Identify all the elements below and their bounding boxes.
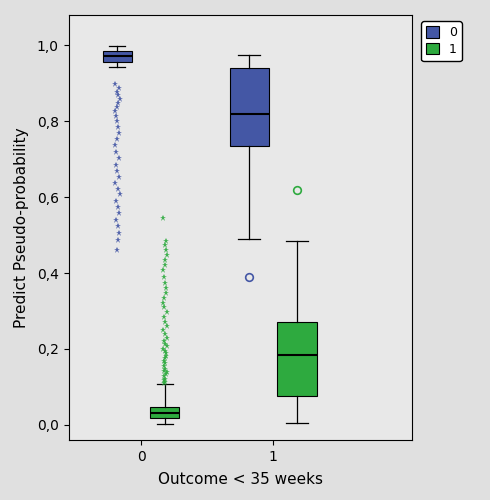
Bar	[103, 51, 132, 62]
Legend: 0, 1: 0, 1	[421, 21, 462, 61]
Bar	[150, 407, 179, 418]
Bar	[277, 322, 317, 396]
X-axis label: Outcome < 35 weeks: Outcome < 35 weeks	[158, 472, 322, 487]
Bar	[229, 68, 269, 146]
Y-axis label: Predict Pseudo-probability: Predict Pseudo-probability	[14, 127, 28, 328]
